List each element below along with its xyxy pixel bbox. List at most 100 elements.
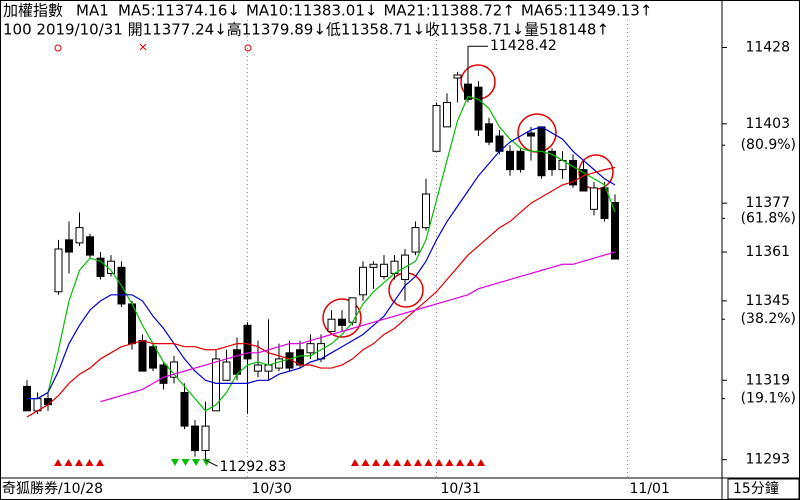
legend-entry: MA21:11388.72↑ — [383, 2, 514, 20]
signal-triangle — [192, 459, 200, 466]
y-tick-label: 11428 — [745, 39, 790, 55]
body — [579, 169, 588, 192]
body — [548, 150, 556, 171]
ma-line — [27, 126, 616, 400]
body — [485, 123, 493, 143]
body — [359, 266, 367, 296]
signal-triangle — [54, 459, 62, 466]
signal-triangle — [361, 459, 370, 466]
body — [380, 263, 388, 277]
signal-triangle — [202, 459, 211, 466]
signal-triangle — [466, 459, 475, 466]
body — [159, 364, 168, 384]
x-tick-label: 奇狐勝券/10/28 — [2, 480, 103, 497]
fib-label: (80.9%) — [741, 137, 796, 153]
signal-triangle — [456, 459, 464, 466]
body — [590, 187, 598, 210]
body — [506, 150, 514, 171]
body — [96, 257, 105, 277]
body — [569, 159, 577, 186]
body — [369, 263, 378, 268]
signal-triangle — [171, 459, 179, 466]
body — [201, 425, 210, 452]
body — [527, 132, 535, 137]
body — [516, 150, 525, 171]
body — [422, 193, 430, 229]
title: 加權指數 — [3, 2, 63, 20]
fib-label: (38.2%) — [741, 311, 796, 327]
body — [191, 425, 199, 452]
body — [65, 239, 73, 253]
y-tick-label: 11377 — [745, 195, 790, 211]
signal-triangle — [181, 459, 190, 466]
y-tick-label: 11345 — [745, 293, 790, 309]
signal-triangle — [64, 459, 73, 466]
body — [443, 101, 451, 128]
legend-entry: MA10:11383.01↓ — [246, 2, 377, 20]
signal-triangle — [403, 459, 412, 466]
body — [254, 364, 262, 372]
y-tick-label: 11319 — [745, 372, 790, 388]
body — [86, 236, 94, 256]
signal-triangle — [414, 459, 422, 466]
body — [212, 358, 220, 412]
fib-label: (19.1%) — [741, 391, 796, 407]
body — [411, 227, 420, 253]
body — [264, 364, 273, 372]
signal-triangle — [435, 459, 443, 466]
signal-triangle — [96, 459, 104, 466]
body — [44, 398, 52, 406]
signal-triangle — [372, 459, 380, 466]
signal-triangle — [75, 459, 83, 466]
signal — [139, 43, 147, 51]
candles — [23, 46, 619, 461]
circle — [322, 298, 362, 338]
body — [107, 260, 115, 274]
signal-triangle — [424, 459, 433, 466]
body — [474, 86, 483, 131]
body — [222, 361, 231, 381]
body — [243, 324, 252, 360]
body — [600, 187, 609, 219]
info: 100 2019/10/31 開11377.24↓高11379.89↓低1135… — [3, 21, 609, 39]
x-tick-label: 10/31 — [441, 481, 481, 497]
y-tick-label: 11361 — [745, 244, 790, 260]
body — [327, 318, 336, 332]
annotation: 11428.42 — [490, 38, 557, 54]
y-tick-label: 11293 — [745, 452, 790, 468]
fib-label: (61.8%) — [741, 210, 796, 226]
ma-line — [27, 95, 616, 412]
signal-triangle — [393, 459, 401, 466]
x-tick-label: 10/30 — [252, 481, 292, 497]
body — [275, 358, 283, 369]
body — [453, 74, 462, 79]
y-tick-label: 11403 — [745, 116, 790, 132]
annotation: 11292.83 — [220, 459, 287, 475]
signal-triangle — [85, 459, 94, 466]
body — [432, 104, 441, 152]
legend-entry: MA65:11349.13↑ — [521, 2, 652, 20]
ma-line — [100, 251, 616, 403]
legend-entry: MA5:11374.16↓ — [118, 2, 240, 20]
signal — [54, 44, 62, 52]
body — [149, 346, 157, 369]
body — [464, 83, 472, 100]
indicator: MA1 — [76, 2, 109, 20]
body — [611, 201, 619, 260]
body — [75, 227, 84, 244]
signal-triangle — [477, 459, 485, 466]
signal-triangle — [382, 459, 391, 466]
ma-line — [26, 166, 616, 418]
body — [54, 248, 63, 293]
body — [338, 318, 346, 326]
body — [306, 343, 315, 354]
body — [138, 340, 147, 372]
body — [180, 392, 189, 427]
signal-triangle — [351, 459, 359, 466]
period-box — [727, 478, 800, 500]
header: 加權指數 MA1 100 2019/10/31 開11377.24↓高11379… — [3, 2, 609, 39]
circle — [517, 113, 557, 153]
